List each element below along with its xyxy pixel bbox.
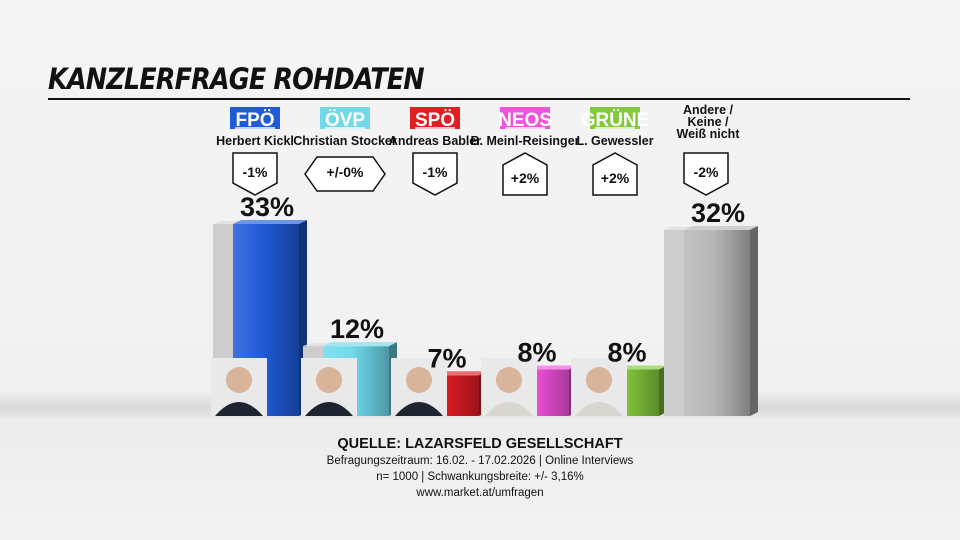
value-label: 32% — [691, 198, 745, 228]
header-3: NEOS B. Meinl-Reisinger +2% — [470, 107, 580, 196]
candidate-name: Herbert Kickl — [216, 134, 294, 148]
photo-head — [496, 367, 522, 393]
survey-period: Befragungszeitraum: 16.02. - 17.02.2026 … — [326, 455, 634, 467]
value-label: 8% — [517, 337, 556, 367]
photo-body — [215, 402, 263, 416]
photo-head — [406, 367, 432, 393]
change-value: -1% — [243, 164, 268, 180]
sample-info: n= 1000 | Schwankungsbreite: +/- 3,16% — [376, 471, 584, 483]
page-title: KANZLERFRAGE ROHDATEN — [48, 62, 425, 96]
source-url: www.market.at/umfragen — [416, 487, 544, 499]
photo-head — [316, 367, 342, 393]
bar-side-face — [750, 225, 758, 416]
change-indicator — [592, 152, 638, 196]
value-label: 12% — [330, 314, 384, 344]
title-rule — [48, 98, 910, 100]
photo-body — [395, 402, 443, 416]
header-1: ÖVP Christian Stocker +/-0% — [293, 107, 397, 192]
party-badge — [410, 107, 460, 129]
party-badge — [500, 107, 550, 129]
party-badge — [320, 107, 370, 129]
change-indicator — [304, 156, 386, 192]
bar-group-0: 33% — [211, 192, 307, 416]
bar-top-face — [233, 220, 307, 224]
change-indicator — [502, 152, 548, 196]
header-0: FPÖ Herbert Kickl -1% — [216, 107, 294, 196]
change-indicator — [683, 152, 729, 196]
candidate-name: Andreas Babler — [389, 134, 482, 148]
bar-group-1: 12% — [301, 314, 397, 416]
party-name: FPÖ — [235, 110, 274, 131]
candidate-name: B. Meinl-Reisinger — [470, 134, 579, 148]
other-label-line: Andere / — [683, 103, 734, 117]
other-label-line: Keine / — [688, 115, 730, 129]
photo-body — [485, 402, 533, 416]
change-value: +/-0% — [327, 164, 365, 180]
header-2: SPÖ Andreas Babler -1% — [389, 107, 482, 196]
change-value: -1% — [423, 164, 448, 180]
bar-group-3: 8% — [481, 337, 577, 416]
photo-body — [575, 402, 623, 416]
change-value: +2% — [511, 170, 540, 186]
bar-group-2: 7% — [391, 343, 487, 416]
source-line: QUELLE: LAZARSFELD GESELLSCHAFT — [337, 436, 623, 452]
bar — [684, 229, 750, 416]
party-name: SPÖ — [415, 110, 455, 131]
header-5: Andere /Keine /Weiß nicht -2% — [677, 103, 741, 196]
change-indicator — [412, 152, 458, 196]
value-label: 8% — [607, 337, 646, 367]
party-badge — [590, 107, 640, 129]
bar-top-face — [684, 225, 758, 230]
other-label-line: Weiß nicht — [677, 127, 741, 141]
party-name: ÖVP — [325, 110, 365, 131]
party-name: GRÜNE — [581, 110, 650, 131]
bar-group-5: 32% — [664, 198, 758, 416]
photo-head — [586, 367, 612, 393]
change-value: +2% — [601, 170, 630, 186]
value-label: 33% — [240, 192, 294, 222]
header-4: GRÜNE L. Gewessler +2% — [576, 107, 654, 196]
party-name: NEOS — [498, 110, 552, 131]
party-badge — [230, 107, 280, 129]
candidate-name: L. Gewessler — [576, 134, 653, 148]
photo-body — [305, 402, 353, 416]
change-value: -2% — [694, 164, 719, 180]
photo-head — [226, 367, 252, 393]
bar-top-face — [323, 342, 397, 347]
value-label: 7% — [427, 343, 466, 373]
candidate-name: Christian Stocker — [293, 134, 397, 148]
change-indicator — [232, 152, 278, 196]
bar-group-4: 8% — [571, 337, 667, 416]
